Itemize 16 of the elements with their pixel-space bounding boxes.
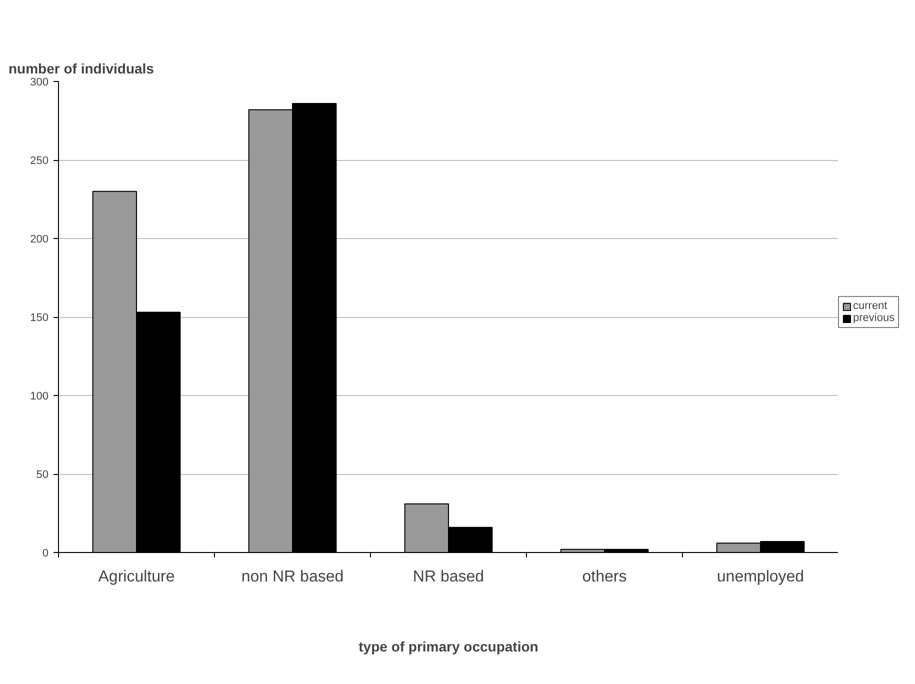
x-tick-label: unemployed <box>716 568 804 586</box>
legend-label: current <box>853 300 888 312</box>
x-tick-label: non NR based <box>241 568 344 586</box>
y-tick-label: 200 <box>30 234 49 246</box>
legend-label: previous <box>853 312 895 324</box>
y-tick-label: 50 <box>36 469 49 481</box>
x-tick-label: NR based <box>412 568 484 586</box>
x-axis-title: type of primary occupation <box>358 638 538 654</box>
y-tick-label: 150 <box>30 312 49 324</box>
x-tick-label: others <box>582 568 627 586</box>
x-tick-label: Agriculture <box>98 568 175 586</box>
y-axis-title: number of individuals <box>8 60 154 76</box>
y-tick-label: 100 <box>30 390 49 402</box>
y-tick-label: 300 <box>30 76 49 88</box>
y-tick-label: 250 <box>30 155 49 167</box>
y-tick-label: 0 <box>42 548 49 560</box>
